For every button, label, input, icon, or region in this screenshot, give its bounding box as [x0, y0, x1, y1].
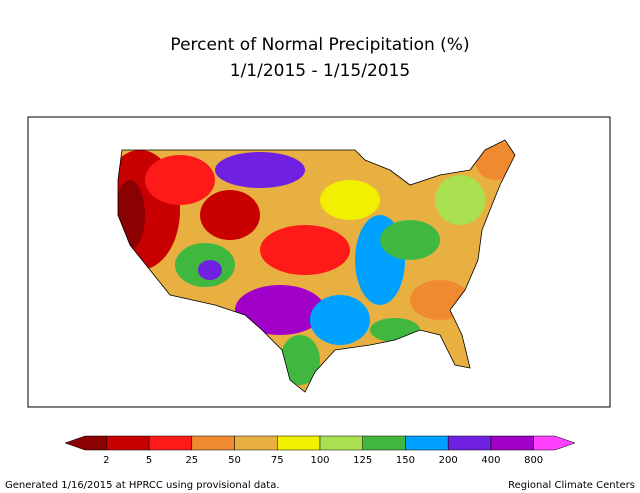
legend-tick-label: 400	[481, 455, 500, 466]
legend-tick-label: 2	[103, 455, 109, 466]
legend-swatch	[490, 435, 534, 451]
legend-arrow-low	[64, 435, 107, 451]
legend-tick-label: 150	[396, 455, 415, 466]
legend-tick-label: 100	[310, 455, 329, 466]
legend-swatch	[405, 435, 449, 451]
legend-swatch	[106, 435, 150, 451]
legend-tick-label: 25	[185, 455, 198, 466]
legend-arrow-high	[533, 435, 576, 451]
legend-tick-label: 200	[439, 455, 458, 466]
legend: 2 5 25 50 75 100 125 150 200 400 800	[64, 435, 576, 466]
legend-tick-label: 125	[353, 455, 372, 466]
title: Percent of Normal Precipitation (%)	[170, 35, 469, 55]
footer-left: Generated 1/16/2015 at HPRCC using provi…	[5, 480, 280, 491]
legend-tick-label: 50	[228, 455, 241, 466]
legend-swatch	[234, 435, 278, 451]
legend-tick-label: 800	[524, 455, 543, 466]
legend-tick-label: 75	[271, 455, 284, 466]
legend-swatch	[191, 435, 235, 451]
subtitle: 1/1/2015 - 1/15/2015	[230, 61, 410, 81]
legend-tick-label: 5	[146, 455, 152, 466]
legend-swatch	[277, 435, 321, 451]
footer-right: Regional Climate Centers	[508, 480, 635, 491]
us-outline	[117, 139, 516, 393]
legend-swatch	[148, 435, 193, 451]
legend-swatch	[319, 435, 363, 451]
legend-swatch	[447, 435, 492, 451]
legend-swatch	[362, 435, 406, 451]
